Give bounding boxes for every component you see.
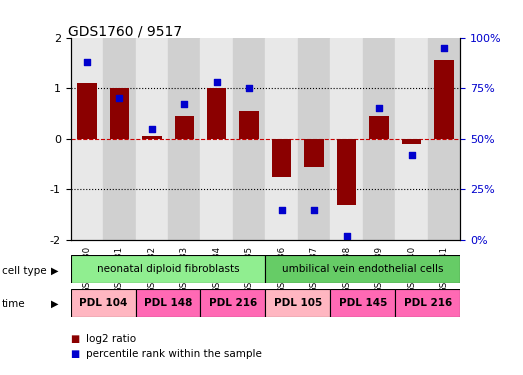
Text: GDS1760 / 9517: GDS1760 / 9517 [68, 24, 182, 38]
Bar [168, 38, 200, 240]
Text: ■: ■ [71, 350, 80, 359]
Bar [71, 289, 135, 317]
Text: ■: ■ [71, 334, 80, 344]
Bar [207, 88, 226, 139]
Bar [434, 60, 454, 139]
Bar [77, 83, 97, 139]
Bar [110, 88, 129, 139]
Bar [200, 289, 266, 317]
Text: cell type: cell type [2, 266, 46, 276]
Text: time: time [2, 299, 25, 309]
Bar [428, 38, 460, 240]
Bar [369, 116, 389, 139]
Point [440, 45, 448, 51]
Text: PDL 104: PDL 104 [79, 298, 127, 308]
Text: ▶: ▶ [51, 266, 59, 276]
Bar [103, 38, 135, 240]
Bar [331, 289, 395, 317]
Point [212, 79, 221, 85]
Bar [337, 139, 356, 205]
Point [83, 59, 91, 65]
Text: PDL 148: PDL 148 [144, 298, 192, 308]
Text: percentile rank within the sample: percentile rank within the sample [86, 350, 262, 359]
Bar [266, 255, 460, 283]
Point [343, 233, 351, 239]
Bar [272, 139, 291, 177]
Bar [135, 289, 200, 317]
Bar [233, 38, 266, 240]
Bar [402, 139, 421, 144]
Text: PDL 216: PDL 216 [209, 298, 257, 308]
Bar [175, 116, 194, 139]
Bar [200, 38, 233, 240]
Point [407, 152, 416, 158]
Point [310, 207, 319, 213]
Text: PDL 105: PDL 105 [274, 298, 322, 308]
Bar [331, 38, 363, 240]
Point [115, 95, 123, 101]
Text: PDL 145: PDL 145 [339, 298, 387, 308]
Bar [266, 38, 298, 240]
Text: umbilical vein endothelial cells: umbilical vein endothelial cells [282, 264, 444, 274]
Bar [71, 38, 103, 240]
Point [375, 105, 383, 111]
Bar [304, 139, 324, 166]
Bar [266, 289, 331, 317]
Text: log2 ratio: log2 ratio [86, 334, 137, 344]
Point [147, 126, 156, 132]
Bar [298, 38, 331, 240]
Point [245, 85, 253, 91]
Bar [71, 255, 266, 283]
Bar [395, 38, 428, 240]
Point [278, 207, 286, 213]
Bar [135, 38, 168, 240]
Point [180, 101, 188, 107]
Bar [363, 38, 395, 240]
Bar [395, 289, 460, 317]
Bar [240, 111, 259, 139]
Text: neonatal diploid fibroblasts: neonatal diploid fibroblasts [97, 264, 240, 274]
Bar [142, 136, 162, 139]
Text: PDL 216: PDL 216 [404, 298, 452, 308]
Text: ▶: ▶ [51, 299, 59, 309]
